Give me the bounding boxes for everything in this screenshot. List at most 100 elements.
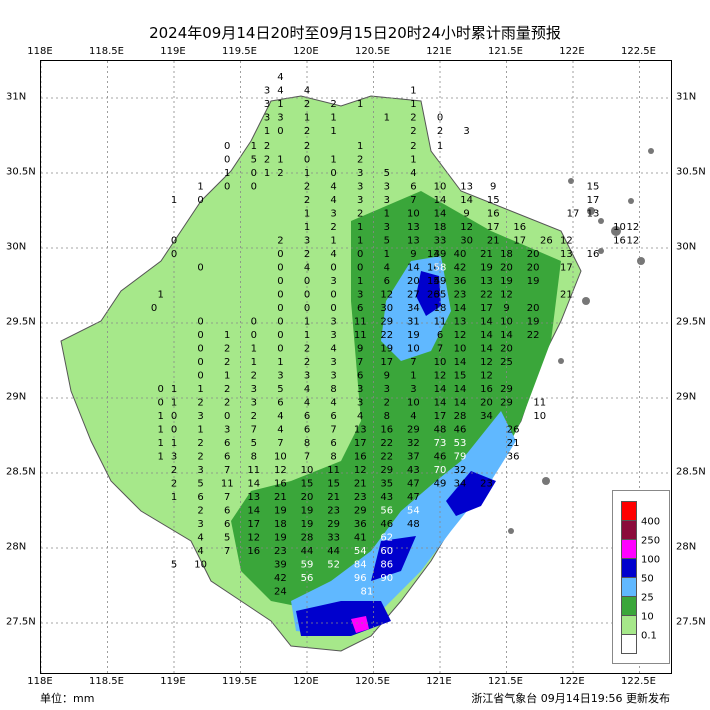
station-rainfall-value: 54 bbox=[354, 546, 367, 557]
station-rainfall-value: 3 bbox=[304, 236, 310, 247]
unit-label: 单位：mm bbox=[40, 692, 95, 705]
station-rainfall-value: 4 bbox=[330, 195, 336, 206]
station-rainfall-value: 14 bbox=[434, 398, 447, 409]
station-rainfall-value: 0 bbox=[171, 249, 177, 260]
station-rainfall-value: 15 bbox=[587, 182, 600, 193]
station-rainfall-value: 17 bbox=[354, 438, 367, 449]
station-rainfall-value: 0 bbox=[151, 303, 157, 314]
station-rainfall-value: 14 bbox=[434, 209, 447, 220]
station-rainfall-value: 1 bbox=[197, 384, 203, 395]
station-rainfall-value: 15 bbox=[487, 195, 500, 206]
station-rainfall-value: 0 bbox=[304, 155, 310, 166]
latitude-tick-label: 30N bbox=[676, 241, 697, 253]
station-rainfall-value: 11 bbox=[327, 465, 340, 476]
station-rainfall-value: 0 bbox=[171, 411, 177, 422]
station-rainfall-value: 12 bbox=[460, 222, 473, 233]
station-rainfall-value: 3 bbox=[330, 317, 336, 328]
station-rainfall-value: 0 bbox=[158, 398, 164, 409]
station-rainfall-value: 3 bbox=[357, 398, 363, 409]
station-rainfall-value: 4 bbox=[410, 411, 416, 422]
legend-threshold-label: 250 bbox=[641, 535, 661, 547]
station-rainfall-value: 4 bbox=[277, 411, 283, 422]
station-rainfall-value: 2 bbox=[197, 398, 203, 409]
station-rainfall-value: 21 bbox=[507, 438, 520, 449]
station-rainfall-value: 1 bbox=[410, 86, 416, 97]
station-rainfall-value: 3 bbox=[264, 113, 270, 124]
station-rainfall-value: 6 bbox=[330, 438, 336, 449]
station-rainfall-value: 1 bbox=[158, 411, 164, 422]
zone-50-100-south bbox=[296, 471, 496, 636]
station-rainfall-value: 10 bbox=[274, 452, 287, 463]
station-rainfall-value: 6 bbox=[224, 452, 230, 463]
station-rainfall-value: 23 bbox=[454, 290, 467, 301]
station-rainfall-value: 1 bbox=[264, 168, 270, 179]
station-rainfall-value: 3 bbox=[304, 371, 310, 382]
station-rainfall-value: 1 bbox=[224, 330, 230, 341]
station-rainfall-value: 6 bbox=[384, 276, 390, 287]
station-rainfall-value: 11 bbox=[247, 465, 260, 476]
station-rainfall-value: 17 bbox=[567, 209, 580, 220]
station-rainfall-value: 16 bbox=[480, 384, 493, 395]
station-rainfall-value: 0 bbox=[277, 249, 283, 260]
station-rainfall-value: 1 bbox=[410, 371, 416, 382]
station-rainfall-value: 1 bbox=[357, 141, 363, 152]
latitude-tick-label: 28.5N bbox=[6, 466, 36, 478]
station-rainfall-value: 6 bbox=[304, 411, 310, 422]
station-rainfall-value: 20 bbox=[301, 492, 314, 503]
station-rainfall-value: 20 bbox=[527, 249, 540, 260]
station-rainfall-value: 5 bbox=[277, 384, 283, 395]
station-rainfall-value: 0 bbox=[304, 290, 310, 301]
station-rainfall-value: 19 bbox=[527, 317, 540, 328]
station-rainfall-value: 2 bbox=[277, 168, 283, 179]
station-rainfall-value: 8 bbox=[330, 384, 336, 395]
latitude-tick-label: 31N bbox=[6, 91, 27, 103]
station-rainfall-value: 58 bbox=[434, 263, 447, 274]
station-rainfall-value: 6 bbox=[357, 303, 363, 314]
station-rainfall-value: 22 bbox=[527, 330, 540, 341]
station-rainfall-value: 12 bbox=[480, 371, 493, 382]
station-rainfall-value: 1 bbox=[437, 141, 443, 152]
station-rainfall-value: 2 bbox=[304, 344, 310, 355]
offshore-islands bbox=[508, 148, 654, 534]
station-rainfall-value: 20 bbox=[480, 398, 493, 409]
station-rainfall-value: 21 bbox=[480, 249, 493, 260]
station-rainfall-value: 5 bbox=[171, 560, 177, 571]
station-rainfall-value: 0 bbox=[224, 141, 230, 152]
station-rainfall-value: 2 bbox=[224, 357, 230, 368]
station-rainfall-value: 19 bbox=[274, 506, 287, 517]
station-rainfall-value: 19 bbox=[527, 276, 540, 287]
station-rainfall-value: 1 bbox=[384, 249, 390, 260]
station-rainfall-value: 1 bbox=[410, 155, 416, 166]
legend-threshold-label: 10 bbox=[641, 611, 654, 623]
station-rainfall-value: 19 bbox=[380, 344, 393, 355]
station-rainfall-value: 15 bbox=[327, 479, 340, 490]
station-rainfall-value: 15 bbox=[454, 371, 467, 382]
station-rainfall-value: 0 bbox=[251, 168, 257, 179]
station-rainfall-value: 3 bbox=[171, 452, 177, 463]
station-rainfall-value: 62 bbox=[380, 533, 393, 544]
longitude-tick-label: 119.5E bbox=[222, 46, 257, 57]
station-rainfall-value: 7 bbox=[251, 425, 257, 436]
station-rainfall-value: 13 bbox=[407, 222, 420, 233]
station-rainfall-value: 31 bbox=[407, 317, 420, 328]
station-rainfall-value: 3 bbox=[384, 182, 390, 193]
station-rainfall-value: 4 bbox=[410, 168, 416, 179]
station-rainfall-value: 8 bbox=[251, 452, 257, 463]
station-rainfall-value: 7 bbox=[410, 195, 416, 206]
station-rainfall-value: 7 bbox=[437, 344, 443, 355]
station-rainfall-value: 3 bbox=[277, 371, 283, 382]
station-rainfall-value: 1 bbox=[251, 344, 257, 355]
station-rainfall-value: 0 bbox=[224, 155, 230, 166]
station-rainfall-value: 16 bbox=[613, 236, 626, 247]
longitude-tick-label: 120E bbox=[293, 46, 319, 57]
station-rainfall-value: 42 bbox=[454, 263, 467, 274]
station-rainfall-value: 3 bbox=[384, 222, 390, 233]
longitude-tick-label: 119E bbox=[160, 46, 186, 57]
station-rainfall-value: 19 bbox=[407, 330, 420, 341]
station-rainfall-value: 4 bbox=[330, 249, 336, 260]
station-rainfall-value: 0 bbox=[251, 317, 257, 328]
station-rainfall-value: 6 bbox=[224, 519, 230, 530]
station-rainfall-value: 0 bbox=[224, 182, 230, 193]
station-rainfall-value: 37 bbox=[407, 452, 420, 463]
station-rainfall-value: 1 bbox=[410, 99, 416, 110]
